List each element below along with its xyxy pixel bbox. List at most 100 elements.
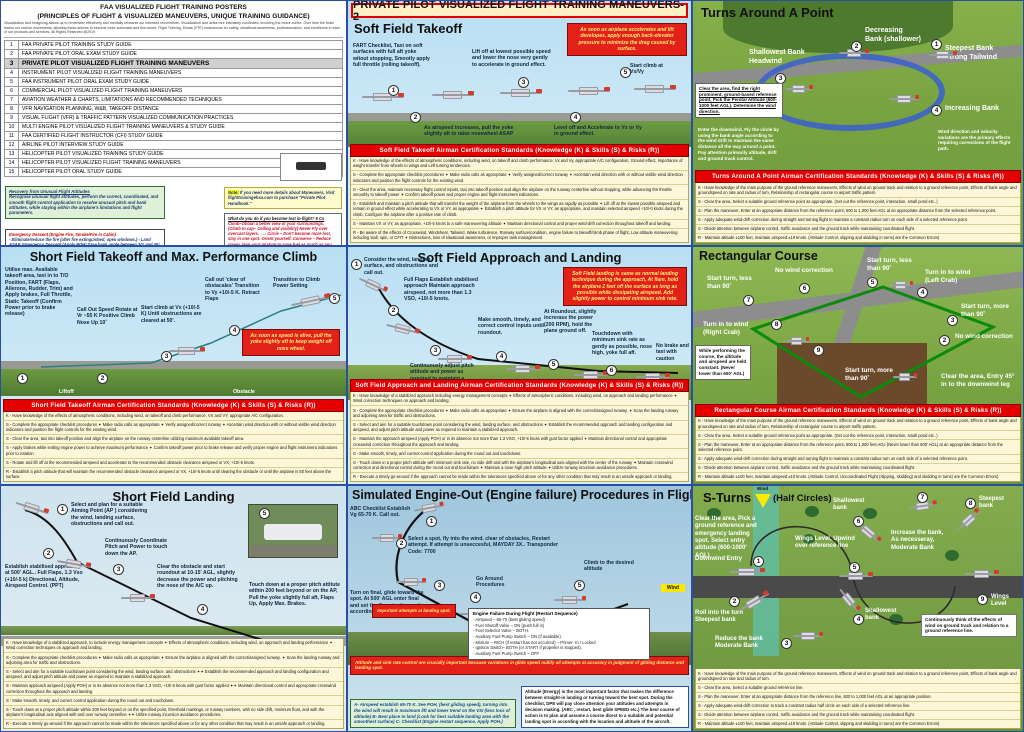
step-marker-3: 3 xyxy=(430,345,441,356)
label-4: Increasing Bank xyxy=(945,105,1000,112)
item-number: 9 xyxy=(5,114,19,123)
acs-row: S - Complete the appropriate checklist p… xyxy=(4,421,343,435)
list-item[interactable]: 1 FAA PRIVATE PILOT TRAINING STUDY GUIDE xyxy=(4,40,343,50)
list-item[interactable]: 4 INSTRUMENT PILOT VISUALIZED FLIGHT TRAI… xyxy=(4,68,343,78)
list-item[interactable]: 12 AIRLINE PILOT INTERVIEW STUDY GUIDE xyxy=(4,140,343,150)
airplane-icon xyxy=(965,570,999,578)
lost-in-flight-box: What do you do if you become lost in-fli… xyxy=(224,213,342,245)
acs-row: S - Maintain approach airspeed (Apply PO… xyxy=(4,682,343,697)
step-marker-4: 4 xyxy=(229,325,240,336)
marker-5: 5 xyxy=(849,562,860,573)
poster-banner: PRIVATE PILOT VISUALIZED FLIGHT TRAINING… xyxy=(351,1,688,23)
label-6: Shallowest bank xyxy=(833,498,865,512)
tree-icon xyxy=(945,550,959,561)
checklist-item: - Fuel Selector Valve – BOTH. xyxy=(473,628,530,634)
airplane-icon xyxy=(432,91,474,100)
checklist-item: - Airspeed – 65-70 (best gliding speed) xyxy=(473,617,545,622)
step-marker-3: 3 xyxy=(161,351,172,362)
list-item[interactable]: 14 HELICOPTER PILOT VISUALIZED FLIGHT TRA… xyxy=(4,158,343,168)
label-2: No wind correction xyxy=(955,333,1013,340)
item-label: AVIATION WEATHER & CHARTS, LIMITATIONS A… xyxy=(22,97,222,104)
step-5-label: Touch down at a proper pitch attitute wi… xyxy=(249,582,340,608)
soft-landing-tip: Soft Field landing is same as normal lan… xyxy=(563,267,687,307)
list-item[interactable]: 10 MULTI ENGINE PILOT VISUALIZED FLIGHT T… xyxy=(4,122,343,132)
page-title: Short Field Landing xyxy=(112,489,235,504)
airplane-icon xyxy=(889,281,913,289)
marker-4: 4 xyxy=(853,614,864,625)
label-5: Start turn, less than 90˚ xyxy=(867,257,912,272)
acs-row: S - Divide attention between airplane co… xyxy=(696,711,1020,720)
entry-note: Clear the area, Pick a ground reference … xyxy=(695,516,757,559)
recovery-body: Recognise unusual flight attitudes, perf… xyxy=(9,194,159,216)
step-marker-5: 5 xyxy=(620,67,631,78)
acs-row: S - Apply adequate wind-drift correction… xyxy=(696,216,1020,225)
list-item-selected[interactable]: 3 PRIVATE PILOT VISUALIZED FLIGHT TRAININ… xyxy=(4,58,343,69)
list-item[interactable]: 7 AVIATION WEATHER & CHARTS, LIMITATIONS … xyxy=(4,95,343,105)
recovery-box: Recovery from Unusual Flight Attitudes R… xyxy=(5,186,165,219)
acs-row: S - Clear the area, Select a suitable gr… xyxy=(696,431,1020,441)
list-item[interactable]: 8 VFR NAVIGATION PLANNING, W&B, TAKEOFF D… xyxy=(4,104,343,114)
item-label: FAA PRIVATE PILOT ORAL EXAM STUDY GUIDE xyxy=(22,51,137,58)
airplane-icon xyxy=(793,632,823,640)
step-marker-2: 2 xyxy=(43,548,54,559)
item-number: 12 xyxy=(5,141,19,150)
item-label: AIRLINE PILOT INTERVIEW STUDY GUIDE xyxy=(22,142,124,149)
airplane-icon xyxy=(500,89,542,98)
tree-icon xyxy=(889,614,903,625)
airplane-icon xyxy=(438,355,472,363)
label-2: Decreasing Bank (shallower) xyxy=(865,27,922,43)
step-marker-4: 4 xyxy=(570,112,581,123)
step-marker-5: 5 xyxy=(329,293,340,304)
callout-altitude: While performing the course, the altitud… xyxy=(695,345,751,380)
list-item[interactable]: 13 HELICOPTER PILOT VISUALIZED TRAINING S… xyxy=(4,149,343,159)
climb-path xyxy=(40,294,342,368)
acs-row: S - Plan the maneuver, Enter at an appro… xyxy=(696,693,1020,702)
emergency-descent-box: Emergency Descent (Engine Fire, Smoke/Fi… xyxy=(5,229,165,245)
step-marker-3: 3 xyxy=(434,580,445,591)
step-2-label: Full Flaps Establish stabilised approach… xyxy=(404,277,479,303)
step-5-label: Climb to the desired altitude xyxy=(584,560,634,573)
panel-s-turns: S-Turns (Half Circles) Wind Clear the ar… xyxy=(692,485,1024,732)
step-marker-5: 5 xyxy=(259,508,270,519)
item-number: 1 xyxy=(5,41,19,50)
page-title: Rectangular Course xyxy=(699,249,818,263)
step-marker-4: 4 xyxy=(496,351,507,362)
marker-8: 8 xyxy=(965,498,976,509)
step-1-label: FART Checklist, Taxi on soft surfaces wi… xyxy=(353,43,430,69)
list-item[interactable]: 11 FAA CERTIFIED FLIGHT INSTRUCTOR (CFI) … xyxy=(4,131,343,141)
panel-short-field-landing: Short Field Landing Select and plan for … xyxy=(0,485,347,732)
step-1-label: Consider the wind, landing surface, and … xyxy=(364,257,439,276)
checklist-item: - Fuel Shutoff Valve – ON (push full in) xyxy=(473,622,545,628)
emergency-title: Emergency Descent (Engine Fire, Smoke/Fi… xyxy=(9,232,116,237)
list-item[interactable]: 15 HELICOPTER PILOT ORAL STUDY GUIDE xyxy=(4,167,343,178)
step-marker-2: 2 xyxy=(97,373,108,384)
acs-row: S - Complete the appropriate checklist p… xyxy=(351,171,688,186)
acs-title: Soft Field Takeoff Airman Certification … xyxy=(350,143,689,157)
index-intro: Visualization and Imagining allows us to… xyxy=(4,21,343,39)
hill-shape xyxy=(723,1,953,53)
item-number: 13 xyxy=(5,150,19,159)
marker-4: 4 xyxy=(931,105,942,116)
step-marker-5: 5 xyxy=(548,359,559,370)
checklist-item: - Ignition Switch– BOTH (or START if pro… xyxy=(473,645,582,651)
item-number: 15 xyxy=(5,168,19,177)
label-3: Shallowest Bank Headwind xyxy=(749,49,805,65)
acs-row: K - Have knowledge of a stabilized appro… xyxy=(4,639,343,654)
acs-turns-point: Turns Around A Point Airman Certificatio… xyxy=(695,170,1021,243)
list-item[interactable]: 2 FAA PRIVATE PILOT ORAL EXAM STUDY GUIDE xyxy=(4,49,343,59)
callout-text: Clear the area, find the right prominent… xyxy=(699,86,777,114)
acs-row: R - Execute a timely go-around if the ap… xyxy=(353,474,673,480)
list-item[interactable]: 5 FAA INSTRUMENT PILOT ORAL EXAM STUDY GU… xyxy=(4,77,343,87)
acs-row: S - Touch down at a proper pitch attitud… xyxy=(4,706,343,720)
step-marker-2: 2 xyxy=(388,305,399,316)
tree-icon xyxy=(803,534,815,544)
item-number: 10 xyxy=(5,123,19,132)
approach-path xyxy=(375,282,679,374)
list-item[interactable]: 6 COMMERCIAL PILOT VISUALIZED FLIGHT TRAI… xyxy=(4,86,343,96)
acs-row: S - Select and aim for a suitable touchd… xyxy=(351,421,688,435)
page-subtitle: (Half Circles) xyxy=(773,493,832,504)
note-box: Note: If you need more details about Man… xyxy=(224,187,342,209)
list-item[interactable]: 9 VISUAL FLIGHT (VFR) & TRAFFIC PATTERN V… xyxy=(4,113,343,123)
item-label: MULTI ENGINE PILOT VISUALIZED FLIGHT TRA… xyxy=(22,124,225,131)
note-body: If you need more details about Maneuvers… xyxy=(228,190,335,206)
